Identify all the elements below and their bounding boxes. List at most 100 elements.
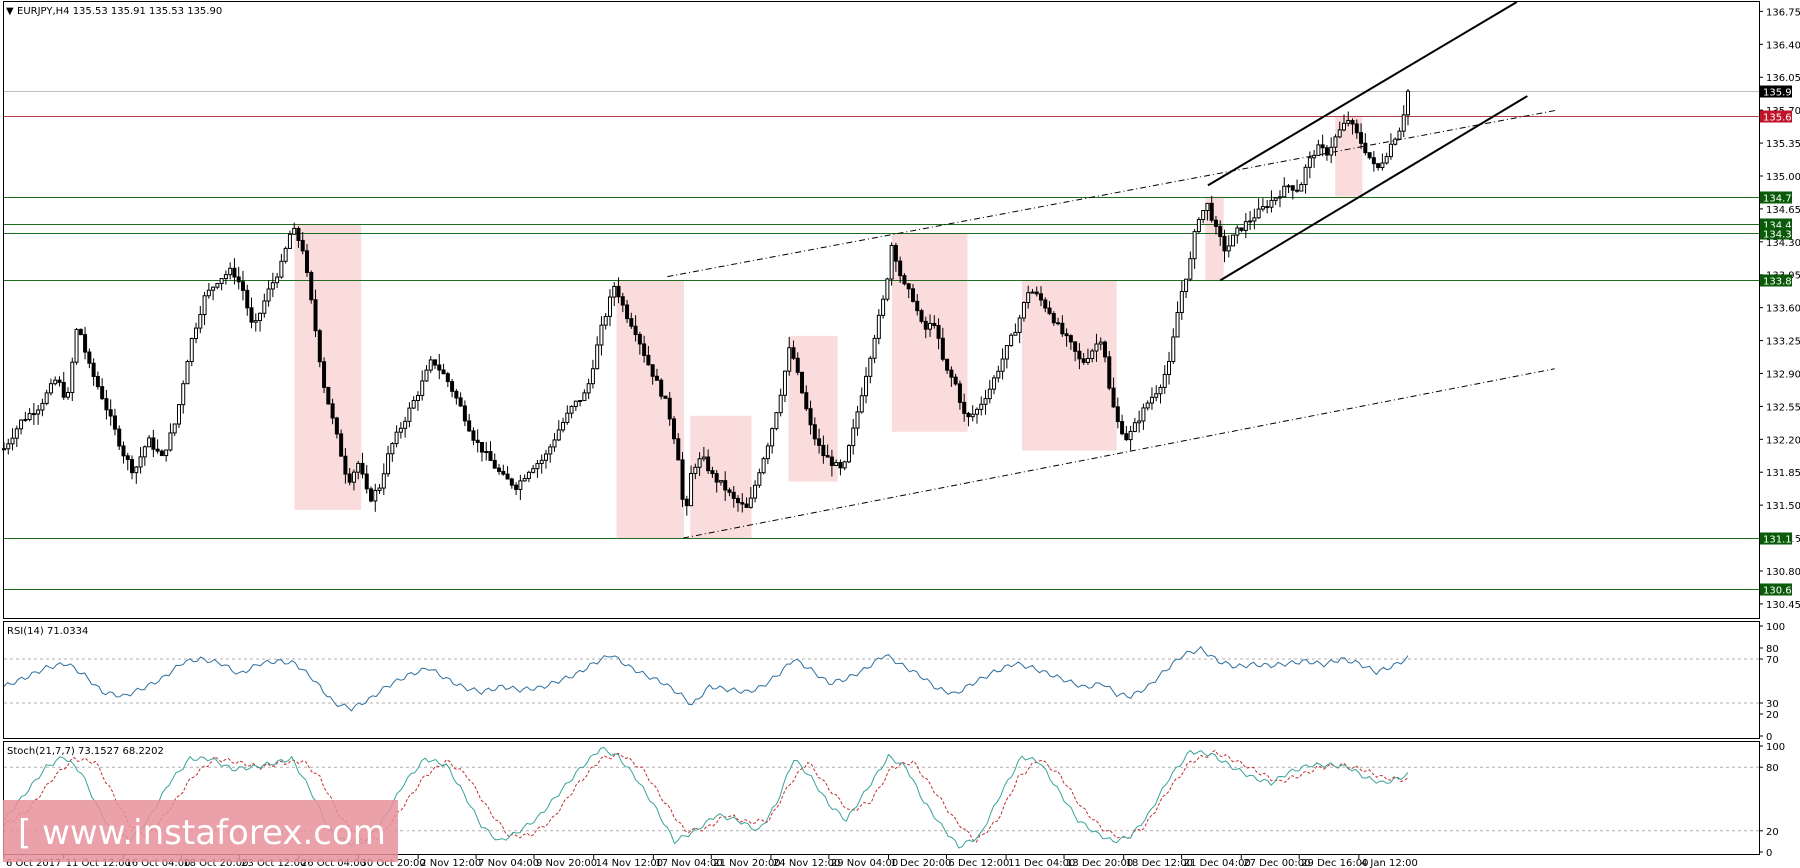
- candle-body-38: [164, 449, 169, 457]
- x-tick-label-16: 6 Dec 12:00: [948, 858, 1009, 868]
- x-tick-label-14: 29 Nov 04:00: [831, 858, 898, 868]
- candle-body-206: [881, 298, 886, 316]
- candle-body-25: [108, 409, 113, 417]
- candle-body-119: [509, 478, 514, 486]
- candle-body-120: [514, 484, 519, 490]
- candle-body-102: [437, 364, 442, 371]
- candle-body-275: [1175, 312, 1180, 338]
- candle-body-22: [95, 375, 100, 388]
- candle-body-149: [637, 334, 642, 345]
- candle-body-35: [151, 437, 156, 450]
- y-tick-label-10: 133.25: [1766, 337, 1800, 348]
- trend-line-3: [1219, 95, 1528, 282]
- x-tick-label-17: 11 Dec 04:00: [1008, 858, 1075, 868]
- highlight-zone-0: [294, 223, 362, 510]
- candle-body-72: [309, 271, 314, 301]
- rsi-label: RSI(14) 71.0334: [7, 626, 88, 637]
- candle-body-235: [1004, 345, 1009, 360]
- candle-body-84: [360, 462, 365, 475]
- candle-body-80: [343, 455, 348, 475]
- x-tick-label-1: 11 Oct 12:00: [66, 858, 131, 868]
- candle-body-93: [398, 427, 403, 433]
- candle-body-46: [198, 314, 203, 329]
- candle-body-66: [283, 247, 288, 262]
- candle-body-277: [1184, 278, 1189, 292]
- candle-body-318: [1359, 132, 1364, 144]
- candle-body-263: [1124, 433, 1129, 441]
- candle-body-236: [1009, 334, 1014, 347]
- candle-body-61: [262, 300, 267, 314]
- candle-body-305: [1303, 166, 1308, 186]
- y-tick-label-7: 134.30: [1766, 238, 1800, 249]
- candle-body-185: [791, 347, 796, 359]
- candle-body-60: [258, 312, 263, 322]
- highlight-zone-5: [1021, 280, 1117, 451]
- candle-body-177: [757, 472, 762, 486]
- level-tag-6: [1760, 532, 1792, 545]
- candle-body-85: [364, 473, 369, 490]
- candle-body-268: [1145, 402, 1150, 409]
- candle-body-258: [1103, 341, 1108, 358]
- x-tick-label-6: 30 Oct 20:00: [361, 858, 426, 868]
- trend-lines: [667, 1, 1558, 539]
- candle-body-156: [667, 397, 672, 420]
- candle-body-70: [300, 239, 305, 252]
- level-tag-1: [1760, 110, 1792, 123]
- candle-body-184: [787, 347, 792, 372]
- candle-body-309: [1320, 144, 1325, 149]
- candle-body-247: [1056, 322, 1061, 325]
- candle-body-49: [211, 286, 216, 291]
- candle-body-302: [1290, 185, 1295, 191]
- x-tick-label-15: 1 Dec 20:00: [891, 858, 952, 868]
- candle-body-283: [1209, 202, 1214, 221]
- candle-body-54: [232, 267, 237, 278]
- candle-body-110: [471, 430, 476, 441]
- candle-body-90: [386, 453, 391, 475]
- candle-body-329: [1406, 90, 1410, 116]
- candle-body-101: [433, 359, 438, 366]
- candle-body-233: [996, 370, 1001, 379]
- candle-body-91: [390, 443, 395, 455]
- candle-body-39: [168, 432, 173, 451]
- candle-body-52: [223, 274, 228, 280]
- candle-body-48: [206, 289, 211, 297]
- watermark-box: [3, 800, 398, 862]
- candle-body-33: [142, 446, 147, 458]
- candle-body-16: [70, 361, 75, 393]
- candle-body-77: [330, 403, 335, 419]
- y-tick-label-1: 136.40: [1766, 40, 1800, 51]
- candle-body-12: [53, 379, 58, 385]
- candle-body-107: [458, 397, 463, 407]
- candle-body-213: [910, 288, 915, 302]
- candle-body-303: [1295, 189, 1300, 192]
- candle-body-65: [279, 260, 284, 278]
- y-tick-label-12: 132.55: [1766, 402, 1800, 413]
- candle-body-299: [1277, 196, 1282, 199]
- trend-line-2: [1207, 1, 1518, 187]
- candle-body-175: [748, 497, 753, 508]
- candle-body-251: [1073, 341, 1078, 352]
- candle-body-92: [394, 431, 399, 445]
- level-tag-5: [1760, 274, 1792, 287]
- candle-body-202: [864, 375, 869, 397]
- candle-body-313: [1337, 129, 1342, 138]
- candle-body-153: [654, 375, 659, 381]
- dropdown-arrow-icon[interactable]: ▼: [6, 6, 14, 17]
- candle-body-240: [1026, 292, 1031, 304]
- candle-body-127: [543, 453, 548, 461]
- candle-body-29: [125, 455, 130, 461]
- candle-body-187: [800, 371, 805, 394]
- candle-body-243: [1038, 293, 1043, 301]
- rsi-tick-label-2: 70: [1766, 655, 1779, 666]
- candle-body-319: [1363, 142, 1368, 154]
- candle-body-311: [1329, 146, 1334, 156]
- x-tick-label-4: 23 Oct 12:00: [241, 858, 306, 868]
- candle-body-296: [1265, 206, 1270, 209]
- candle-body-26: [112, 415, 117, 430]
- candle-body-244: [1043, 299, 1048, 309]
- candle-body-162: [693, 466, 698, 474]
- candle-body-169: [723, 480, 728, 491]
- y-tick-label-18: 130.45: [1766, 600, 1800, 611]
